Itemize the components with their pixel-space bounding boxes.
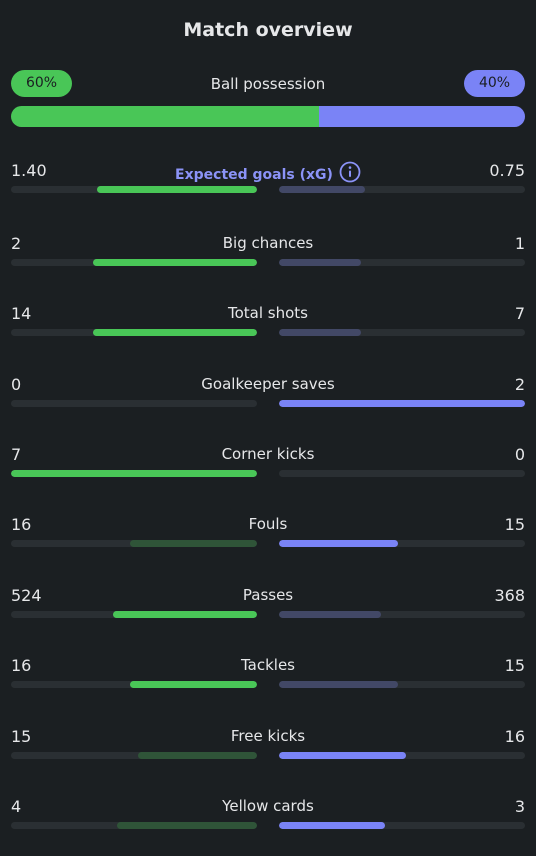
home-bar-fill <box>130 540 257 547</box>
away-bar-track <box>279 259 525 266</box>
stat-label: Total shots <box>11 304 525 322</box>
away-bar-track <box>279 752 525 759</box>
home-possession-badge: 60% <box>11 70 72 97</box>
home-bar-fill <box>130 681 257 688</box>
away-bar-track <box>279 329 525 336</box>
stat-label: Free kicks <box>11 727 525 745</box>
home-value: 524 <box>11 586 42 605</box>
stat-row-yellow-cards: 4 Yellow cards 3 <box>11 797 525 837</box>
home-bar-fill <box>11 470 257 477</box>
stat-row-fouls: 16 Fouls 15 <box>11 515 525 555</box>
home-bar-track <box>11 681 257 688</box>
stat-label-text: Corner kicks <box>221 445 315 463</box>
stat-label: Big chances <box>11 234 525 252</box>
stat-label: Yellow cards <box>11 797 525 815</box>
away-bar-track <box>279 822 525 829</box>
home-value: 16 <box>11 656 32 675</box>
away-value: 15 <box>504 515 525 534</box>
home-possession-fill <box>11 106 320 127</box>
possession-header: 60% Ball possession 40% <box>11 70 525 98</box>
home-bar-fill <box>112 611 257 618</box>
home-bar-fill <box>137 752 257 759</box>
stat-label: Passes <box>11 586 525 604</box>
stat-label-text: Yellow cards <box>222 797 314 815</box>
away-value: 1 <box>514 234 525 253</box>
home-value: 7 <box>11 445 22 464</box>
away-bar-track <box>279 540 525 547</box>
away-bar-fill <box>279 822 385 829</box>
stat-row-free-kicks: 15 Free kicks 16 <box>11 727 525 767</box>
away-bar-fill <box>279 329 361 336</box>
stat-label-text: Expected goals (xG) <box>175 167 333 183</box>
home-bar-track <box>11 259 257 266</box>
home-value: 2 <box>11 234 22 253</box>
home-bar-track <box>11 186 257 193</box>
stat-label-text: Free kicks <box>230 727 306 745</box>
away-bar-track <box>279 470 525 477</box>
away-value: 0 <box>514 445 525 464</box>
stat-row-xg: 1.40 Expected goals (xG) 0.75 <box>11 161 525 201</box>
possession-bar <box>11 106 525 127</box>
home-bar-track <box>11 540 257 547</box>
away-bar-fill <box>279 186 366 193</box>
home-bar-fill <box>116 822 257 829</box>
away-value: 7 <box>514 304 525 323</box>
possession-label: Ball possession <box>210 75 326 93</box>
stat-label-text: Fouls <box>248 515 288 533</box>
stat-label: Tackles <box>11 656 525 674</box>
stat-row-tackles: 16 Tackles 15 <box>11 656 525 696</box>
stat-label: Goalkeeper saves <box>11 375 525 393</box>
home-bar-track <box>11 400 257 407</box>
home-bar-fill <box>97 186 257 193</box>
stat-row-goalkeeper-saves: 0 Goalkeeper saves 2 <box>11 375 525 415</box>
home-value: 14 <box>11 304 32 323</box>
stat-label: Corner kicks <box>11 445 525 463</box>
home-bar-track <box>11 329 257 336</box>
home-bar-track <box>11 752 257 759</box>
page-title: Match overview <box>183 19 353 41</box>
home-bar-fill <box>92 259 257 266</box>
home-bar-track <box>11 822 257 829</box>
away-bar-fill <box>279 259 361 266</box>
home-bar-track <box>11 470 257 477</box>
away-value: 15 <box>504 656 525 675</box>
home-value: 16 <box>11 515 32 534</box>
away-possession-badge: 40% <box>464 70 525 97</box>
away-value: 368 <box>494 586 525 605</box>
away-bar-fill <box>279 611 381 618</box>
away-bar-fill <box>279 681 399 688</box>
away-value: 2 <box>514 375 525 394</box>
stat-row-total-shots: 14 Total shots 7 <box>11 304 525 344</box>
stat-row-corner-kicks: 7 Corner kicks 0 <box>11 445 525 485</box>
stat-label-text: Goalkeeper saves <box>201 375 335 393</box>
away-value: 3 <box>514 797 525 816</box>
away-bar-track <box>279 611 525 618</box>
home-value: 1.40 <box>11 161 47 180</box>
home-value: 4 <box>11 797 22 816</box>
away-possession-fill <box>319 106 525 127</box>
home-bar-fill <box>92 329 257 336</box>
away-bar-fill <box>279 400 525 407</box>
stat-label-text: Passes <box>242 586 294 604</box>
stat-label-text: Tackles <box>240 656 296 674</box>
stat-label: Fouls <box>11 515 525 533</box>
home-value: 0 <box>11 375 22 394</box>
stat-label-text: Big chances <box>222 234 314 252</box>
stat-label-text: Total shots <box>228 304 308 322</box>
away-bar-track <box>279 681 525 688</box>
home-value: 15 <box>11 727 32 746</box>
away-bar-fill <box>279 752 406 759</box>
stat-label[interactable]: Expected goals (xG) <box>11 161 525 187</box>
away-bar-track <box>279 400 525 407</box>
away-bar-track <box>279 186 525 193</box>
stat-row-passes: 524 Passes 368 <box>11 586 525 626</box>
away-value: 0.75 <box>489 161 525 180</box>
home-bar-track <box>11 611 257 618</box>
info-icon[interactable] <box>339 161 361 187</box>
away-value: 16 <box>504 727 525 746</box>
stat-row-big-chances: 2 Big chances 1 <box>11 234 525 274</box>
away-bar-fill <box>279 540 399 547</box>
